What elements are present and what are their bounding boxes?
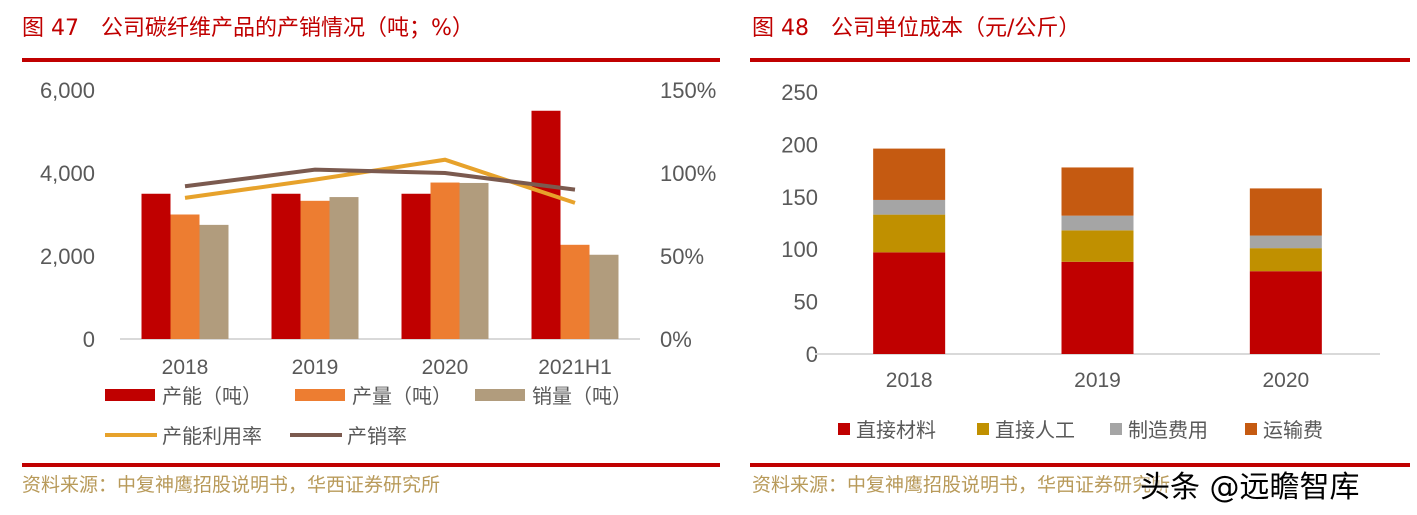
chart-production-sales: 0 2,000 4,000 6,000 0% 50% 100% 150% 2018 2019 202… — [40, 78, 716, 448]
chart-unit-cost: 0 50 100 150 200 250 2018 2019 2020 直接材料 直接人工 制造费用 运… — [781, 80, 1380, 442]
y-tick-label: 4,000 — [40, 161, 95, 186]
bar-1 — [300, 200, 330, 339]
x-tick-label: 2019 — [1074, 369, 1121, 392]
y-tick-label: 0 — [806, 342, 818, 367]
x-tick-label: 2018 — [162, 356, 209, 379]
legend-label: 运输费 — [1263, 419, 1323, 442]
bar-segment-3 — [1061, 167, 1134, 216]
bar-0 — [141, 193, 171, 339]
bar-0 — [531, 110, 561, 339]
legend-label: 产量（吨） — [352, 385, 452, 408]
bar-segment-2 — [873, 199, 946, 215]
legend-swatch — [838, 423, 850, 435]
legend-swatch — [295, 389, 345, 401]
bar-segment-3 — [873, 148, 946, 200]
bar-segment-2 — [1249, 235, 1322, 249]
divider — [22, 463, 720, 467]
bar-0 — [401, 193, 431, 339]
x-tick-label: 2021H1 — [538, 356, 612, 379]
y-tick-label: 6,000 — [40, 78, 95, 103]
y-tick-label: 100 — [781, 237, 818, 262]
x-tick-label: 2019 — [292, 356, 339, 379]
y2-tick-label: 50% — [660, 244, 704, 269]
legend-label: 产能利用率 — [162, 425, 262, 448]
y2-tick-label: 100% — [660, 161, 716, 186]
legend-swatch — [475, 389, 525, 401]
y-tick-label: 250 — [781, 80, 818, 105]
divider — [750, 463, 1410, 467]
bar-0 — [271, 193, 301, 339]
divider — [22, 58, 720, 62]
bar-2 — [459, 182, 489, 339]
x-tick-label: 2020 — [1262, 369, 1309, 392]
y-tick-label: 0 — [83, 327, 95, 352]
legend-label: 直接人工 — [995, 419, 1075, 442]
y-tick-label: 50 — [794, 290, 818, 315]
bar-segment-3 — [1249, 188, 1322, 236]
bar-segment-1 — [873, 214, 946, 253]
source-note-right: 资料来源：中复神鹰招股说明书，华西证券研究所 — [752, 474, 1171, 496]
y-tick-label: 150 — [781, 185, 818, 210]
legend-label: 产能（吨） — [162, 385, 262, 408]
bar-1 — [560, 244, 590, 339]
chart-title-right: 图 48 公司单位成本（元/公斤） — [752, 16, 1081, 41]
legend-label: 直接材料 — [856, 419, 936, 442]
legend-swatch — [977, 423, 989, 435]
legend-swatch — [105, 389, 155, 401]
x-tick-label: 2018 — [886, 369, 933, 392]
y2-tick-label: 150% — [660, 78, 716, 103]
bar-segment-0 — [1061, 261, 1134, 354]
bar-1 — [170, 214, 200, 339]
x-tick-label: 2020 — [422, 356, 469, 379]
chart-title-left: 图 47 公司碳纤维产品的产销情况（吨；%） — [22, 16, 474, 41]
bar-2 — [589, 254, 619, 339]
bar-1 — [430, 182, 460, 339]
y-tick-label: 2,000 — [40, 244, 95, 269]
legend-label: 产销率 — [347, 425, 407, 448]
watermark: 头条 @远瞻智库 — [1140, 470, 1360, 505]
bar-segment-0 — [1249, 271, 1322, 354]
divider — [750, 58, 1410, 62]
bar-2 — [199, 224, 229, 339]
legend-swatch — [1245, 423, 1257, 435]
bar-segment-0 — [873, 252, 946, 354]
bar-2 — [329, 197, 359, 339]
legend-label: 销量（吨） — [532, 385, 632, 408]
legend-label: 制造费用 — [1128, 419, 1208, 442]
y-tick-label: 200 — [781, 132, 818, 157]
bar-segment-1 — [1249, 248, 1322, 272]
bar-segment-2 — [1061, 215, 1134, 231]
source-note-left: 资料来源：中复神鹰招股说明书，华西证券研究所 — [22, 474, 441, 496]
legend-swatch — [1110, 423, 1122, 435]
line-series-1 — [184, 167, 576, 192]
y2-tick-label: 0% — [660, 327, 692, 352]
bar-segment-1 — [1061, 230, 1134, 262]
